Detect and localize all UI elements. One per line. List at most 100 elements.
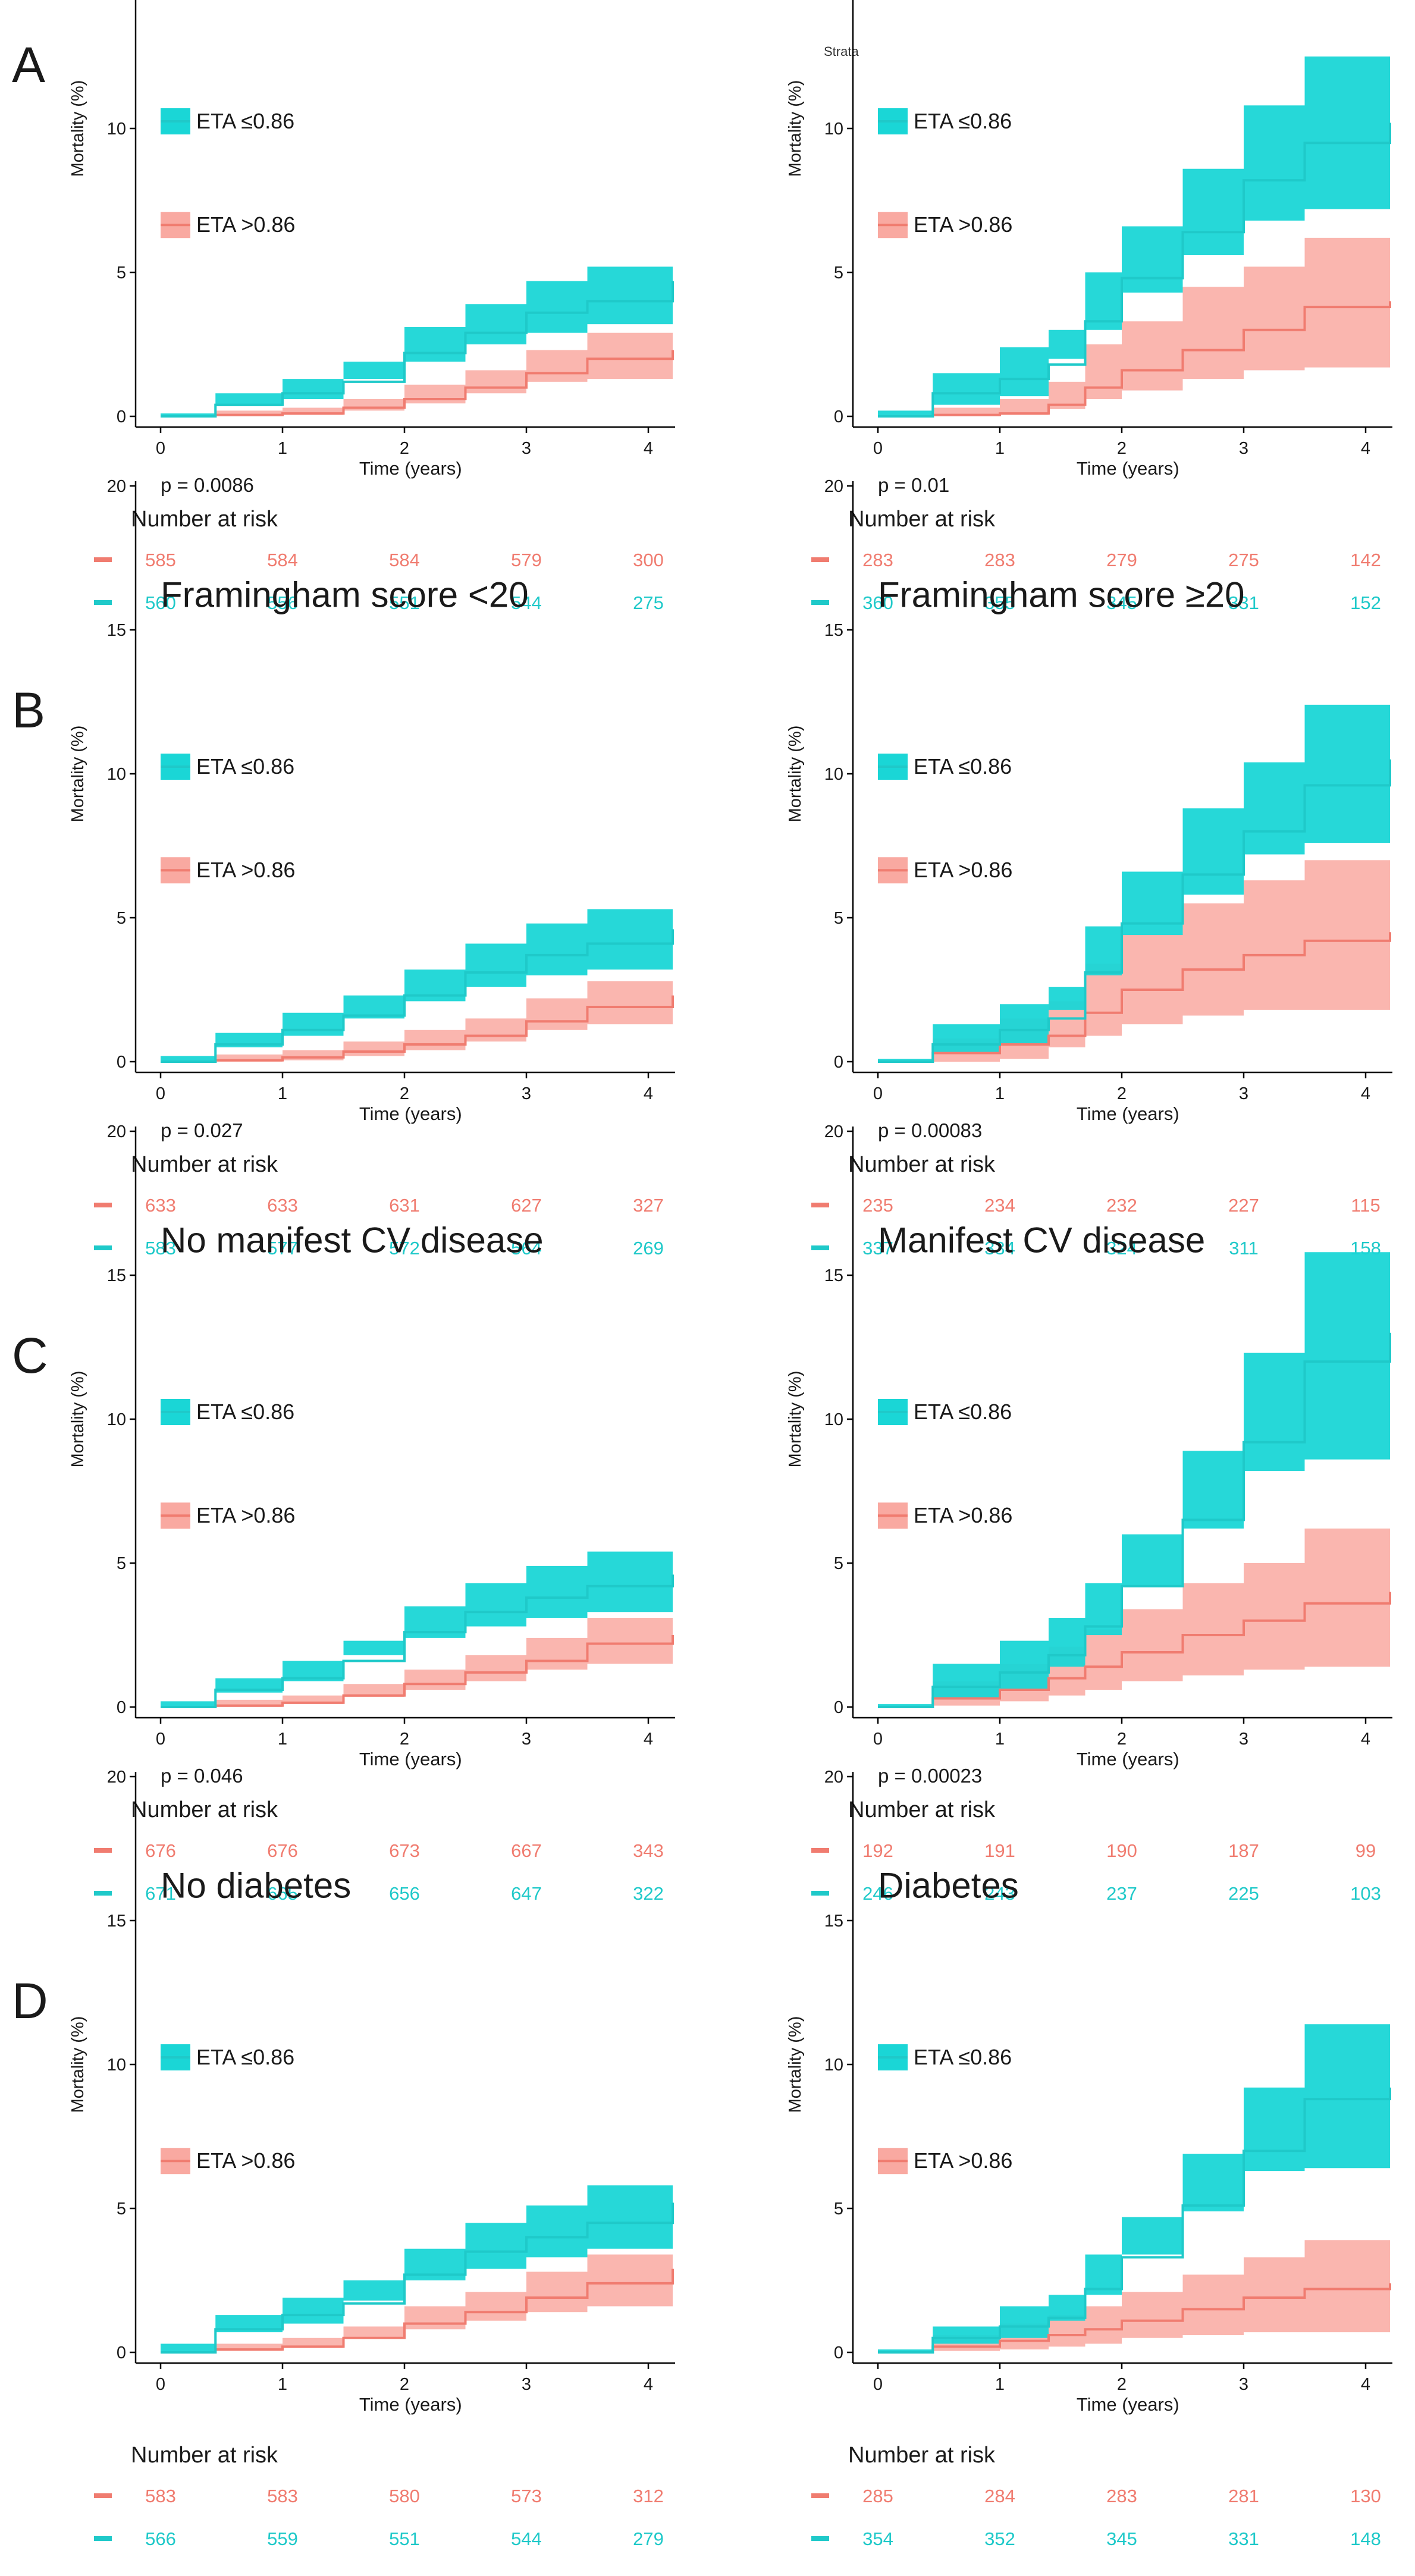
y-tick-label: 5: [834, 263, 843, 283]
x-tick-label: 1: [995, 1730, 1005, 1749]
risk-table-title: Number at risk: [131, 1797, 278, 1822]
legend-label-eta-low: ETA ≤0.86: [914, 2045, 1012, 2069]
x-tick-label: 4: [1361, 2375, 1370, 2394]
x-tick-label: 1: [278, 1084, 287, 1103]
x-tick-label: 2: [400, 1730, 409, 1749]
x-tick-label: 4: [644, 2375, 653, 2394]
x-tick-label: 4: [1361, 1084, 1370, 1103]
x-tick-label: 0: [873, 439, 883, 458]
x-tick-label: 1: [278, 439, 287, 458]
curve-eta-low: [161, 2202, 674, 2354]
risk-count-eta-low: 345: [1106, 592, 1137, 613]
risk-count-eta-high: 115: [1351, 1195, 1380, 1216]
y-tick-label: 5: [834, 1554, 843, 1573]
risk-count-eta-high: 285: [862, 2486, 893, 2506]
risk-count-eta-low: 279: [633, 2528, 664, 2549]
y-tick-label: 20: [107, 1768, 126, 1787]
risk-count-eta-low: 566: [145, 2528, 176, 2549]
risk-count-eta-high: 283: [1106, 2486, 1137, 2506]
risk-count-eta-low: 360: [862, 592, 893, 613]
risk-count-eta-low: 269: [633, 1238, 664, 1259]
curve-eta-low: [878, 2087, 1391, 2354]
y-tick-label: 0: [834, 407, 843, 426]
ci-band-eta-high: [878, 2234, 1390, 2352]
x-tick-label: 4: [644, 439, 653, 458]
panels-container: A0510152001234Time (years)Mortality (%)p…: [12, 0, 1392, 2549]
x-tick-label: 3: [1239, 1730, 1248, 1749]
legend-label-eta-low: ETA ≤0.86: [914, 1400, 1012, 1424]
x-tick-label: 3: [522, 439, 531, 458]
risk-count-eta-low: 331: [1228, 592, 1259, 613]
subgroup-title: No manifest CV disease: [161, 1220, 544, 1260]
risk-count-eta-high: 191: [984, 1840, 1015, 1861]
risk-count-eta-low: 225: [1228, 1883, 1259, 1904]
curve-eta-low: [878, 123, 1391, 418]
panel-5: C 0 5 10 15 20 0 1 2 3 4 Time (years) Mortality (%) p…: [12, 1119, 675, 1904]
y-tick-label: 0: [117, 1053, 126, 1072]
y-axis-label: Mortality (%): [68, 726, 87, 823]
legend-label-eta-high: ETA >0.86: [196, 1503, 295, 1527]
y-tick-label: 10: [824, 765, 843, 784]
subgroup-title: Framingham score <20: [161, 575, 529, 614]
y-tick-label: 15: [824, 621, 843, 640]
risk-count-eta-low: 671: [145, 1883, 176, 1904]
x-axis-label: Time (years): [359, 1103, 462, 1124]
risk-count-eta-high: 235: [862, 1195, 893, 1216]
x-tick-label: 3: [1239, 2375, 1248, 2394]
x-tick-label: 3: [1239, 439, 1248, 458]
y-tick-label: 0: [834, 2343, 843, 2362]
risk-count-eta-low: 352: [984, 2528, 1015, 2549]
curve-eta-high: [161, 350, 674, 418]
y-axis-label: Mortality (%): [68, 80, 87, 177]
x-tick-label: 0: [873, 1730, 883, 1749]
x-tick-label: 4: [644, 1084, 653, 1103]
risk-count-eta-high: 633: [145, 1195, 176, 1216]
curve-eta-low: [161, 929, 674, 1063]
curve-eta-low: [161, 281, 674, 418]
x-tick-label: 1: [995, 2375, 1005, 2394]
x-tick-label: 4: [1361, 1730, 1370, 1749]
legend-label-eta-low: ETA ≤0.86: [914, 754, 1012, 779]
p-value: p = 0.01: [878, 474, 949, 496]
ci-band-eta-high: [878, 851, 1390, 1062]
risk-table-title: Number at risk: [131, 1152, 278, 1177]
x-tick-label: 2: [1117, 2375, 1127, 2394]
legend-label-eta-low: ETA ≤0.86: [196, 2045, 294, 2069]
x-tick-label: 4: [644, 1730, 653, 1749]
y-tick-label: 10: [107, 765, 126, 784]
risk-count-eta-high: 584: [389, 550, 420, 570]
x-tick-label: 0: [873, 1084, 883, 1103]
x-axis-label: Time (years): [1077, 2394, 1179, 2415]
y-tick-label: 15: [107, 1912, 126, 1931]
risk-count-eta-low: 544: [511, 2528, 542, 2549]
risk-count-eta-low: 334: [984, 1238, 1015, 1259]
risk-table-title: Number at risk: [848, 2443, 996, 2468]
curve-eta-high: [161, 1635, 674, 1708]
risk-count-eta-low: 354: [862, 2528, 893, 2549]
y-tick-label: 15: [824, 1912, 843, 1931]
y-axis-label: Mortality (%): [786, 1371, 805, 1468]
y-tick-label: 5: [117, 2200, 126, 2219]
risk-count-eta-high: 275: [1228, 550, 1259, 570]
y-tick-label: 5: [117, 909, 126, 928]
risk-count-eta-low: 559: [267, 2528, 298, 2549]
subgroup-title: Manifest CV disease: [878, 1220, 1205, 1260]
risk-table-title: Number at risk: [848, 1152, 996, 1177]
risk-count-eta-high: 676: [267, 1840, 298, 1861]
x-tick-label: 3: [522, 2375, 531, 2394]
risk-count-eta-high: 327: [633, 1195, 664, 1216]
risk-count-eta-high: 99: [1356, 1840, 1376, 1861]
x-tick-label: 0: [156, 439, 165, 458]
x-tick-label: 1: [995, 1084, 1005, 1103]
risk-count-eta-low: 551: [389, 2528, 420, 2549]
x-axis-label: Time (years): [359, 1749, 462, 1769]
risk-count-eta-high: 584: [267, 550, 298, 570]
subgroup-title: No diabetes: [161, 1865, 351, 1905]
y-tick-label: 10: [824, 2056, 843, 2075]
curve-eta-low: [878, 1332, 1391, 1708]
legend-label-eta-high: ETA >0.86: [196, 212, 295, 237]
risk-table-title: Number at risk: [131, 507, 278, 532]
x-tick-label: 0: [156, 1730, 165, 1749]
